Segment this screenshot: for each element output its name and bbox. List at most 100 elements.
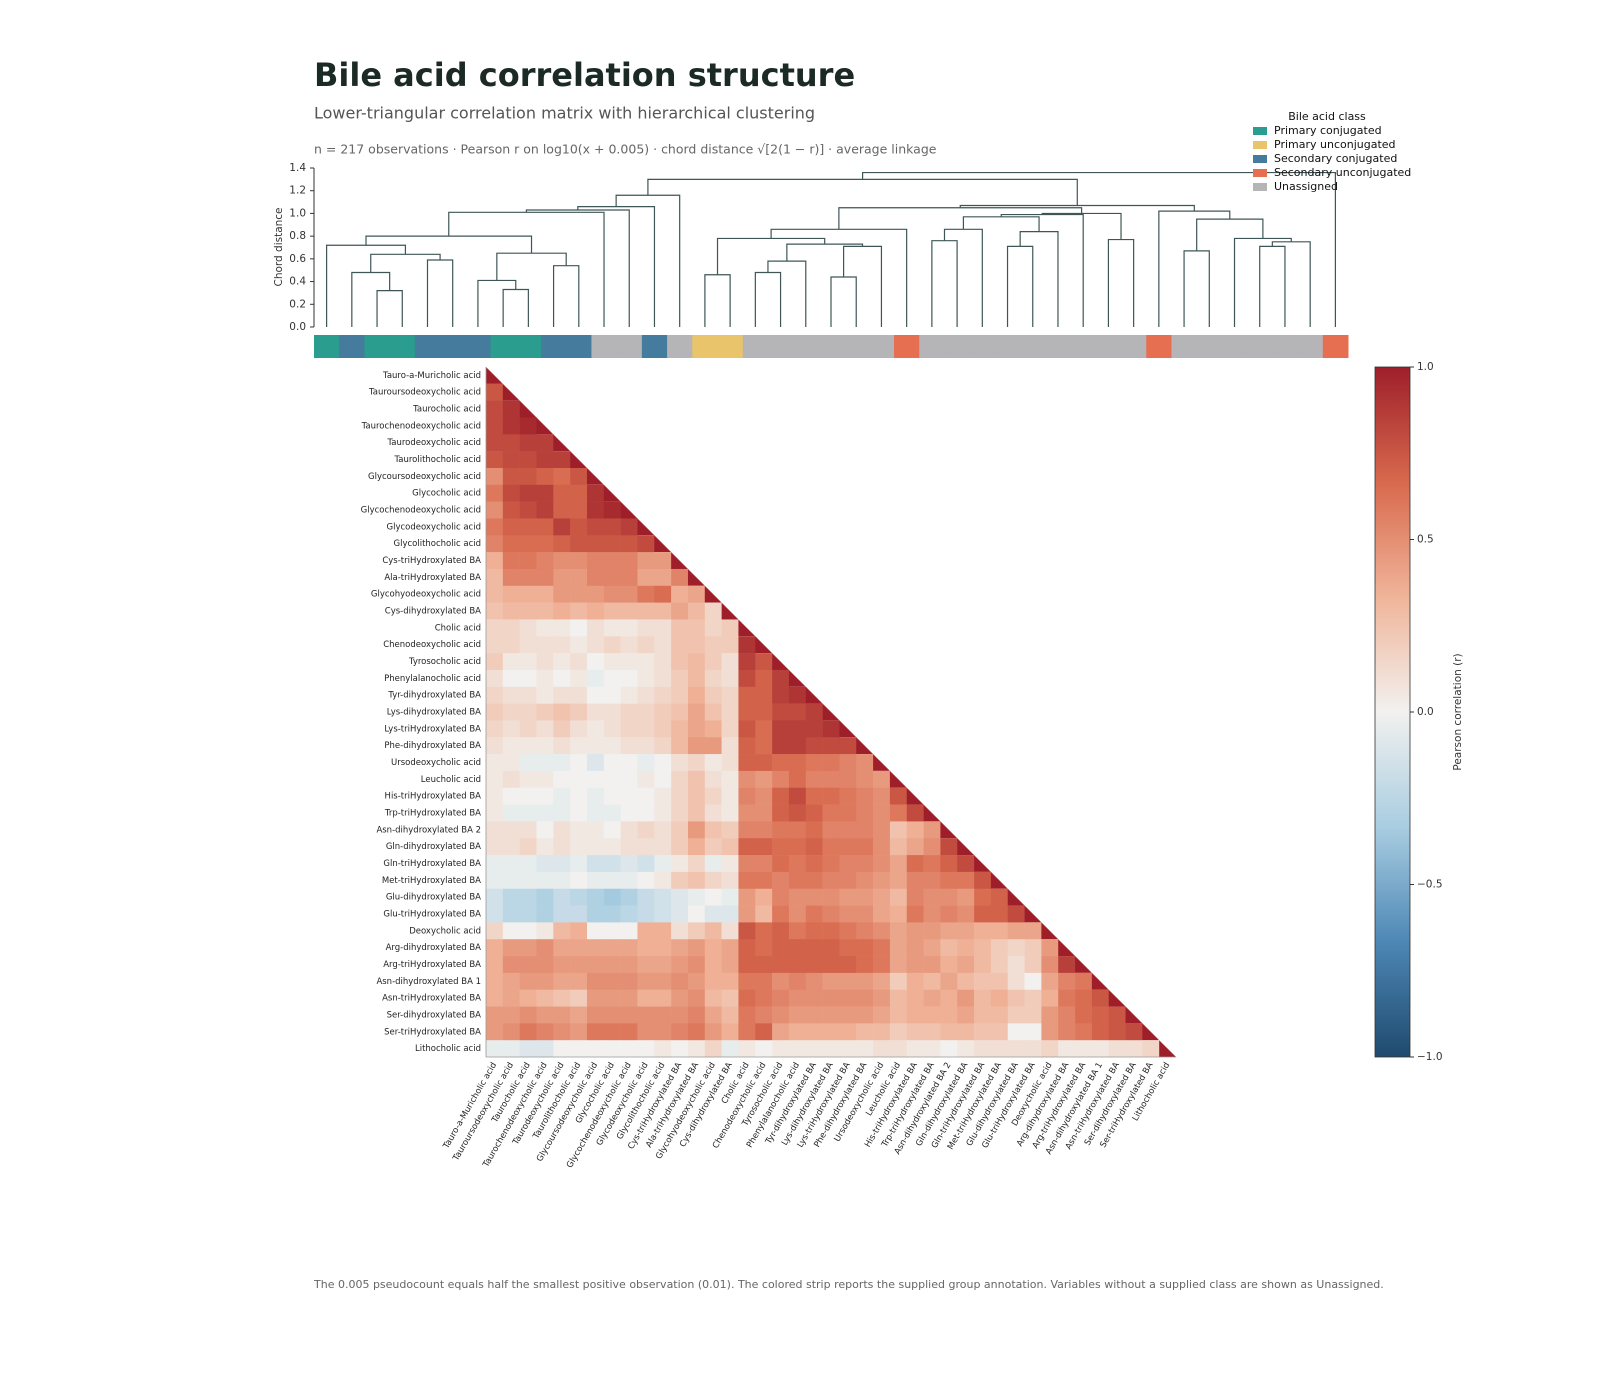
heatmap-cell — [603, 720, 621, 738]
heatmap-cell — [889, 972, 908, 991]
heatmap-cell — [805, 754, 823, 772]
heatmap-cell — [772, 1006, 790, 1024]
row-label: Glycochenodeoxycholic acid — [361, 506, 481, 516]
heatmap-cell — [671, 568, 689, 587]
heatmap-cell — [553, 568, 571, 587]
heatmap-cell — [822, 737, 840, 755]
heatmap-cell — [654, 956, 672, 974]
class-strip-cell — [1070, 335, 1097, 358]
heatmap-cell — [586, 787, 605, 805]
heatmap-cell — [620, 602, 638, 620]
heatmap-cell — [536, 804, 554, 822]
colorbar-tick-label: −1.0 — [1417, 1051, 1443, 1063]
heatmap-cell — [536, 787, 554, 805]
heatmap-cell — [889, 1040, 908, 1058]
heatmap-cell — [553, 1023, 571, 1041]
heatmap-cell — [536, 989, 554, 1007]
heatmap-cell — [856, 888, 874, 906]
heatmap-cell — [856, 804, 874, 822]
row-label: Ser-triHydroxylated BA — [384, 1027, 481, 1037]
heatmap-cell — [856, 770, 874, 789]
heatmap-cell — [957, 871, 975, 890]
heatmap-cell — [940, 888, 958, 906]
heatmap-cell — [536, 720, 554, 738]
heatmap-cell — [620, 686, 638, 704]
heatmap-cell — [974, 888, 992, 906]
row-label: Gln-dihydroxylated BA — [386, 842, 481, 852]
heatmap-cell — [772, 939, 790, 957]
heatmap-cell — [704, 686, 722, 704]
heatmap-cell — [889, 821, 908, 839]
heatmap-cell — [502, 602, 520, 620]
heatmap-cell — [586, 1023, 605, 1041]
legend-label: Secondary unconjugated — [1274, 166, 1411, 179]
heatmap-cell — [704, 1023, 722, 1041]
heatmap-cell — [536, 602, 554, 620]
heatmap-cell — [603, 686, 621, 704]
heatmap-cell — [721, 602, 739, 620]
heatmap-cell — [603, 619, 621, 637]
heatmap-cell — [738, 905, 756, 923]
heatmap-cell — [553, 585, 571, 603]
heatmap-cell — [570, 770, 588, 789]
class-strip-cell — [515, 335, 542, 358]
heatmap-cell — [586, 669, 605, 688]
heatmap-cell — [536, 956, 554, 974]
heatmap-cell — [755, 686, 773, 704]
dendrogram-link — [525, 209, 630, 327]
dendrogram-link — [351, 271, 391, 327]
heatmap-cell — [486, 956, 504, 974]
colorbar-tick-label: 1.0 — [1417, 361, 1434, 373]
heatmap-cell — [553, 871, 571, 890]
heatmap-cell — [940, 855, 958, 873]
heatmap-cell — [570, 568, 588, 587]
class-strip-cell — [314, 335, 340, 358]
heatmap-cell — [570, 669, 588, 688]
heatmap-cell — [570, 535, 588, 553]
heatmap-cell — [957, 939, 975, 957]
heatmap-cell — [519, 804, 537, 822]
heatmap-cell — [873, 905, 891, 923]
heatmap-cell — [856, 754, 874, 772]
heatmap-cell — [502, 770, 520, 789]
heatmap-cell — [923, 871, 941, 890]
row-label: Taurodeoxycholic acid — [386, 438, 481, 448]
heatmap-cell — [721, 1006, 739, 1024]
heatmap-cell — [772, 804, 790, 822]
heatmap-cell — [586, 585, 605, 603]
heatmap-cell — [570, 602, 588, 620]
class-strip-cell — [566, 335, 592, 358]
heatmap-cell — [923, 922, 941, 940]
heatmap-cell — [957, 922, 975, 940]
heatmap-cell — [603, 989, 621, 1007]
heatmap-cell — [502, 501, 520, 519]
heatmap-cell — [620, 1023, 638, 1041]
heatmap-cell — [586, 602, 605, 620]
heatmap-cell — [570, 720, 588, 738]
heatmap-cell — [1041, 939, 1059, 957]
heatmap-cell — [755, 737, 773, 755]
heatmap-cell — [772, 972, 790, 991]
heatmap-cell — [755, 989, 773, 1007]
heatmap-cell — [586, 855, 605, 873]
heatmap-cell — [620, 972, 638, 991]
heatmap-cell — [586, 484, 605, 502]
class-strip-cell — [1020, 335, 1046, 358]
heatmap-cell — [570, 804, 588, 822]
heatmap-cell — [805, 821, 823, 839]
heatmap-cell — [603, 939, 621, 957]
heatmap-cell — [856, 821, 874, 839]
heatmap-cell — [1007, 1040, 1025, 1058]
heatmap-cell — [889, 989, 908, 1007]
class-strip-cell — [540, 335, 567, 358]
y-tick-label: 1.2 — [289, 185, 306, 197]
heatmap-cell — [805, 804, 823, 822]
row-label: Lys-triHydroxylated BA — [384, 724, 481, 734]
legend-swatch — [1253, 183, 1267, 191]
heatmap-cell — [654, 552, 672, 570]
heatmap-cell — [738, 871, 756, 890]
heatmap-cell — [839, 787, 857, 805]
heatmap-cell — [620, 669, 638, 688]
heatmap-cell — [553, 669, 571, 688]
heatmap-cell — [906, 1023, 924, 1041]
